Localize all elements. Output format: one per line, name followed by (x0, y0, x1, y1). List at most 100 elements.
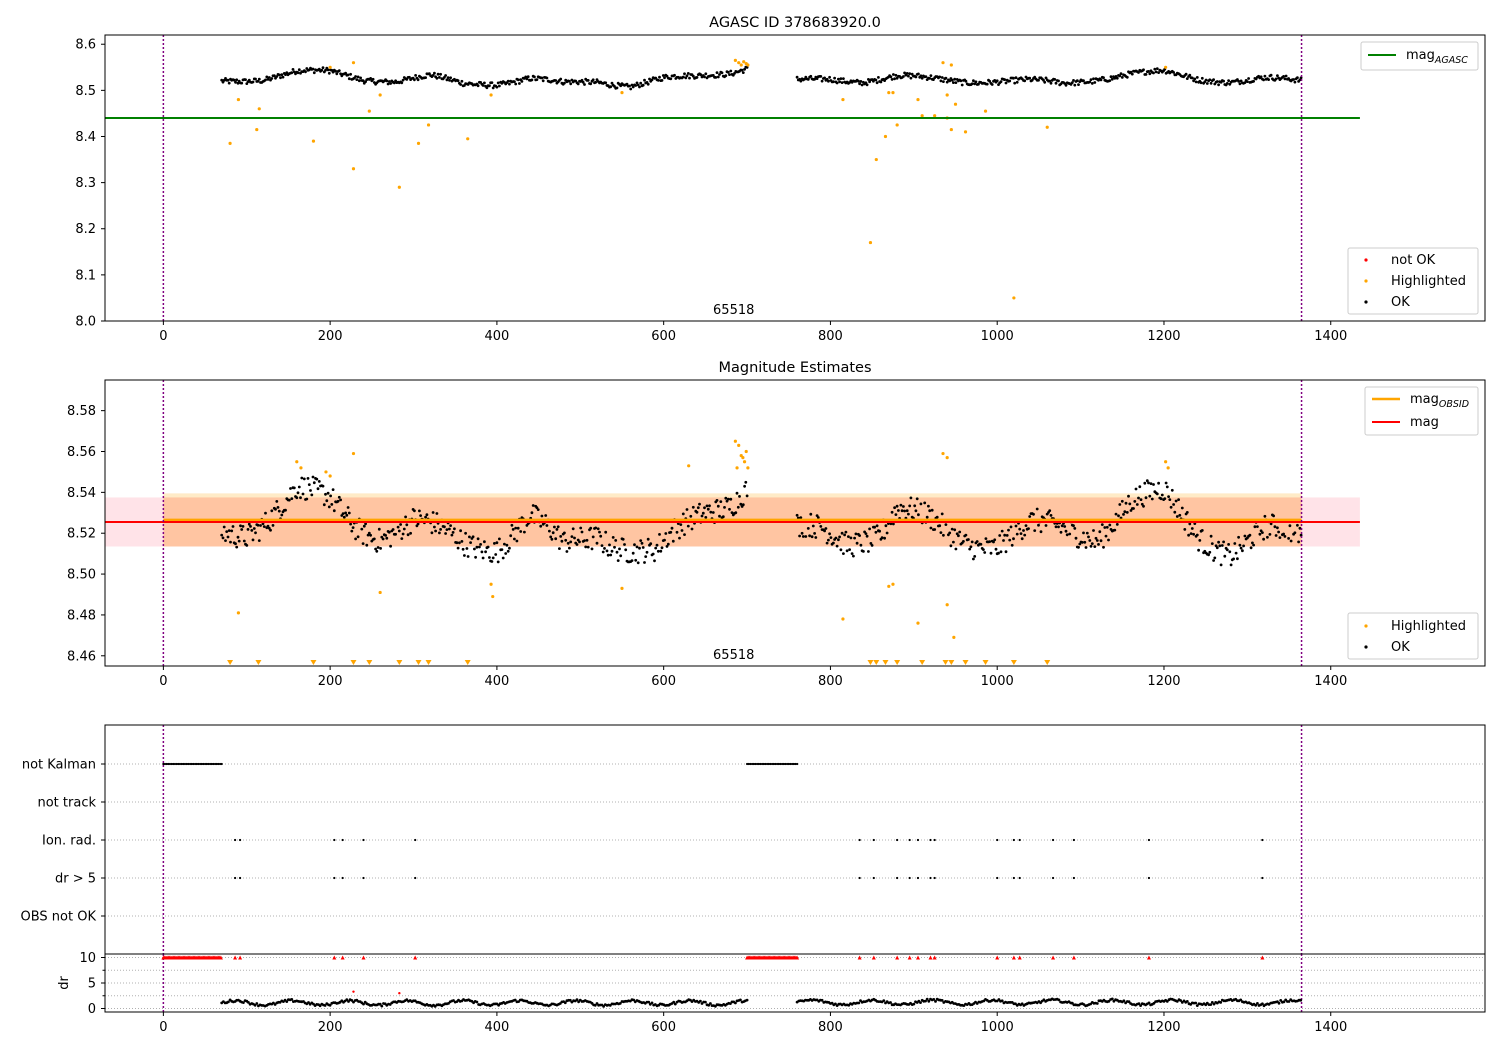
ok-point (1128, 502, 1132, 506)
flag-point (908, 876, 911, 880)
ok-point (1188, 73, 1192, 77)
ok-point (418, 509, 421, 513)
ok-point (252, 527, 256, 530)
ok-point (845, 549, 849, 553)
ok-point (1283, 77, 1287, 81)
ok-point (942, 80, 945, 83)
dr-point (1209, 1003, 1213, 1006)
agasc-line-legend: magAGASC (1360, 41, 1479, 71)
ok-point (703, 506, 706, 510)
ok-point (1251, 541, 1254, 545)
ok-point (1137, 71, 1140, 74)
ok-point (1090, 542, 1094, 545)
ok-point (799, 79, 803, 83)
ok-point (1087, 535, 1090, 539)
y-tick-label: 0 (88, 1002, 96, 1017)
dr-point (1254, 1003, 1258, 1007)
ok-point (324, 492, 327, 496)
x-tick-label: 0 (159, 1020, 167, 1035)
ok-point (733, 72, 736, 75)
ok-point (433, 525, 436, 529)
highlighted-point (367, 109, 371, 113)
ok-point (514, 82, 518, 86)
ok-point (741, 71, 745, 74)
ok-point (1133, 500, 1137, 503)
ok-point (444, 74, 447, 77)
ok-point (880, 536, 884, 540)
ok-point (443, 525, 446, 529)
ok-point (1209, 81, 1213, 85)
ok-point (586, 545, 590, 549)
ok-point (551, 531, 555, 535)
lower-limit-marker (415, 660, 422, 665)
ok-point (413, 509, 416, 513)
ok-point (867, 78, 870, 81)
ok-point (640, 541, 644, 545)
ok-point (892, 73, 895, 76)
ok-point (689, 514, 693, 518)
ok-point (1110, 77, 1114, 81)
ok-point (465, 547, 469, 550)
ok-point (1282, 75, 1285, 78)
x-tick-label: 600 (651, 674, 676, 689)
ok-point (400, 81, 404, 85)
ok-point (325, 499, 329, 503)
ok-point (1266, 535, 1269, 539)
flag-point (787, 762, 790, 766)
ok-point (1120, 499, 1124, 503)
ok-point (1150, 497, 1154, 501)
ok-point (306, 477, 310, 480)
ok-point (1225, 548, 1229, 552)
ok-point (940, 76, 944, 79)
ok-point (246, 528, 250, 531)
ok-point (600, 544, 604, 547)
ok-point (1088, 539, 1092, 542)
dr-y-axis: 0 5 10 (79, 951, 105, 1017)
x-tick-label: 0 (159, 329, 167, 344)
flag-point (929, 838, 932, 842)
ok-point (244, 78, 247, 81)
ok-point (839, 77, 843, 80)
ok-point (892, 522, 895, 526)
ok-point (917, 513, 920, 517)
flag-point (756, 762, 759, 766)
highlighted-point (299, 466, 303, 470)
ok-point (1145, 479, 1149, 483)
ok-point (1089, 78, 1093, 81)
dr-point (1195, 1004, 1199, 1007)
ok-point (862, 550, 865, 553)
ok-point (505, 543, 509, 547)
ok-point (1252, 79, 1255, 83)
ok-point (838, 535, 841, 539)
ok-point (949, 544, 953, 548)
ok-point (460, 79, 464, 83)
ok-point (611, 536, 615, 539)
ok-point (844, 530, 848, 534)
ok-point (1164, 481, 1168, 485)
agasc-x-axis: 0 200 400 600 800 1000 1200 1400 (159, 321, 1347, 344)
ok-point (1138, 485, 1142, 489)
flag-point (175, 762, 178, 766)
ok-point (446, 76, 450, 79)
highlighted-point (963, 130, 968, 134)
ok-point (839, 548, 843, 552)
x-tick-label: 1200 (1147, 1020, 1180, 1035)
dr-point (347, 1000, 350, 1003)
ok-point (635, 81, 639, 85)
agasc-panel: AGASC ID 378683920.0 65518 0 200 400 600 800… (75, 15, 1486, 344)
ok-point (302, 477, 306, 481)
ok-point (660, 546, 664, 550)
ok-point (1072, 79, 1075, 82)
ok-point (506, 549, 510, 553)
ok-point (893, 506, 896, 510)
flag-point (792, 762, 795, 766)
ok-point (999, 550, 1003, 554)
ok-point (1258, 532, 1262, 536)
dr-point (1122, 999, 1126, 1003)
ok-point (385, 79, 389, 83)
x-tick-label: 800 (818, 329, 843, 344)
ok-point (1175, 515, 1179, 518)
magnitude-x-axis: 0 200 400 600 800 1000 1200 1400 (159, 666, 1347, 689)
highlighted-point (983, 109, 988, 113)
ok-point (902, 75, 905, 78)
